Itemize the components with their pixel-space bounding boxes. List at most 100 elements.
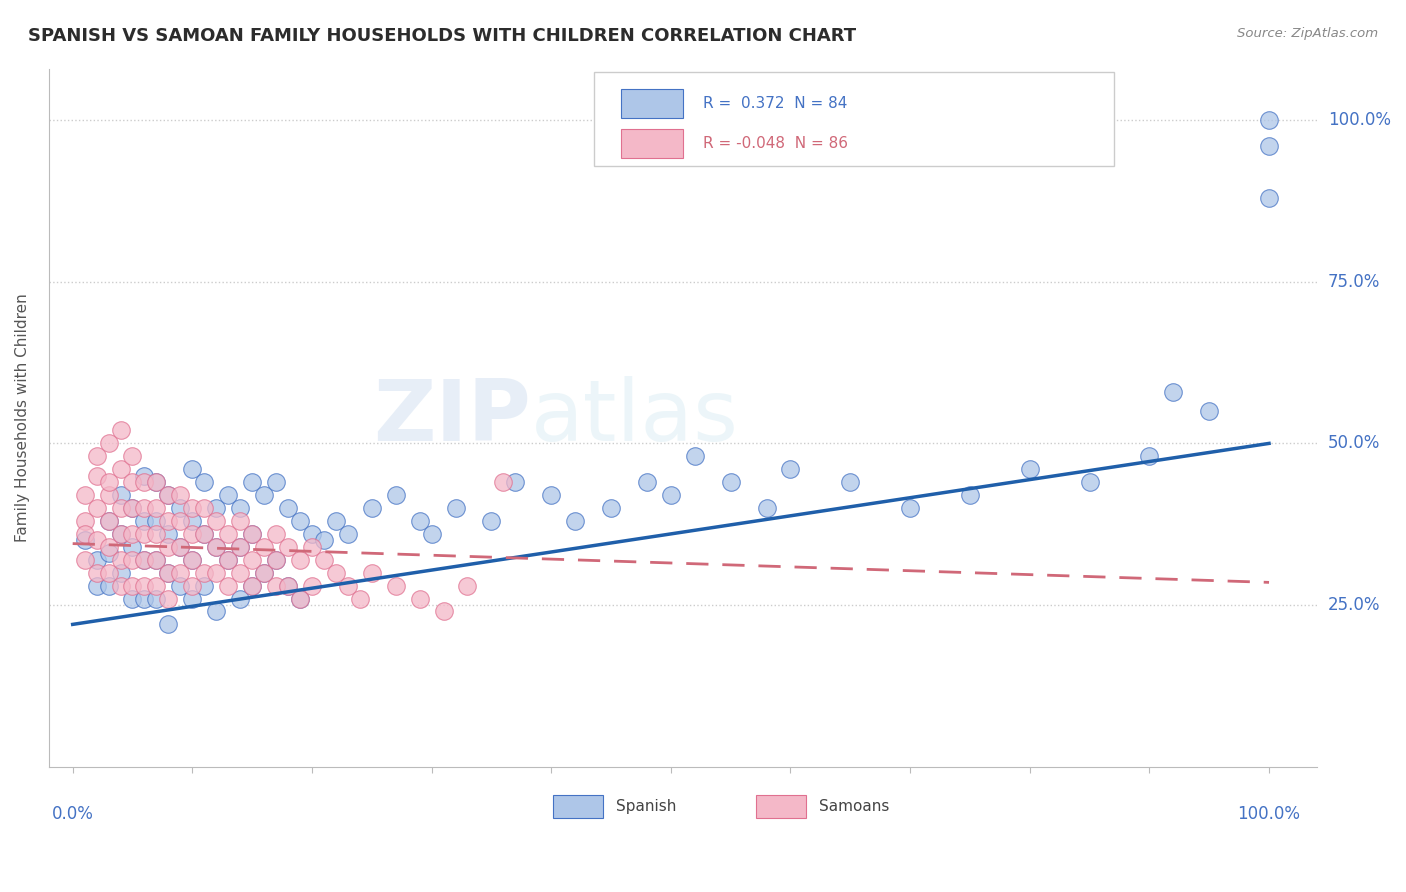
Point [181, 553, 204, 567]
Point [110, 462, 132, 476]
Point [181, 527, 204, 541]
Point [121, 540, 143, 554]
Point [97, 514, 120, 528]
Point [134, 591, 156, 606]
Point [110, 527, 132, 541]
Point [217, 527, 239, 541]
Text: R =  0.372  N = 84: R = 0.372 N = 84 [703, 96, 848, 111]
Point [336, 579, 359, 593]
Point [1137, 450, 1160, 464]
Point [659, 488, 682, 502]
Y-axis label: Family Households with Children: Family Households with Children [15, 293, 30, 542]
Point [97, 475, 120, 490]
Point [277, 501, 299, 516]
Point [217, 579, 239, 593]
Point [1198, 404, 1220, 418]
Text: atlas: atlas [530, 376, 738, 459]
Point [229, 540, 252, 554]
Point [898, 501, 921, 516]
Point [217, 553, 239, 567]
Point [636, 475, 658, 490]
Point [97, 546, 120, 560]
Point [145, 527, 167, 541]
Point [360, 566, 382, 580]
Point [205, 501, 228, 516]
Text: 75.0%: 75.0% [1329, 273, 1381, 291]
Point [73, 533, 96, 548]
Point [420, 527, 443, 541]
Point [121, 475, 143, 490]
Point [384, 579, 406, 593]
Point [288, 553, 311, 567]
Point [839, 475, 862, 490]
Point [110, 566, 132, 580]
Point [264, 579, 287, 593]
Point [134, 468, 156, 483]
Point [325, 514, 347, 528]
Point [277, 579, 299, 593]
Point [169, 514, 191, 528]
Point [492, 475, 515, 490]
Point [134, 501, 156, 516]
Point [253, 566, 276, 580]
Point [86, 553, 108, 567]
Point [1258, 113, 1281, 128]
Point [1258, 191, 1281, 205]
Point [312, 553, 335, 567]
Point [169, 540, 191, 554]
Point [360, 501, 382, 516]
Point [73, 527, 96, 541]
Point [301, 540, 323, 554]
Point [145, 579, 167, 593]
Point [121, 501, 143, 516]
Point [456, 579, 478, 593]
Point [253, 566, 276, 580]
Text: Samoans: Samoans [818, 799, 889, 814]
Point [312, 533, 335, 548]
Point [86, 533, 108, 548]
Point [97, 436, 120, 450]
Point [157, 540, 180, 554]
Point [134, 553, 156, 567]
Point [217, 488, 239, 502]
Point [193, 501, 215, 516]
Text: Spanish: Spanish [616, 799, 676, 814]
Point [1258, 139, 1281, 153]
Point [181, 553, 204, 567]
Point [97, 579, 120, 593]
Point [193, 527, 215, 541]
Point [157, 514, 180, 528]
Point [240, 579, 263, 593]
Point [205, 514, 228, 528]
Point [121, 591, 143, 606]
Point [121, 553, 143, 567]
Point [181, 501, 204, 516]
Point [181, 462, 204, 476]
Point [288, 514, 311, 528]
Point [169, 540, 191, 554]
Point [110, 424, 132, 438]
Point [264, 553, 287, 567]
Text: 50.0%: 50.0% [1329, 434, 1381, 452]
Point [73, 488, 96, 502]
Point [145, 475, 167, 490]
Point [240, 553, 263, 567]
Point [229, 514, 252, 528]
Point [384, 488, 406, 502]
Point [253, 488, 276, 502]
Point [157, 527, 180, 541]
Text: 0.0%: 0.0% [52, 805, 94, 823]
Text: 100.0%: 100.0% [1237, 805, 1301, 823]
Point [121, 450, 143, 464]
Point [145, 514, 167, 528]
Point [86, 579, 108, 593]
Point [134, 553, 156, 567]
Point [277, 540, 299, 554]
Point [444, 501, 467, 516]
Point [240, 475, 263, 490]
Point [408, 591, 430, 606]
Point [86, 501, 108, 516]
Point [121, 501, 143, 516]
FancyBboxPatch shape [595, 72, 1114, 166]
Point [229, 591, 252, 606]
